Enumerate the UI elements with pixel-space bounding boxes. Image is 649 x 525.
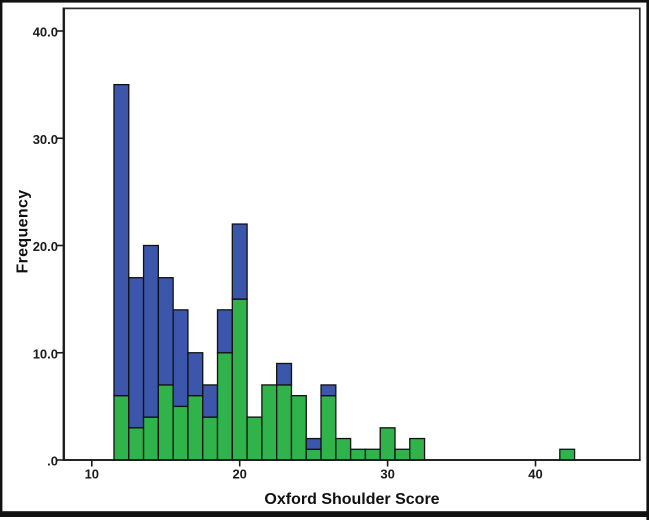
svg-text:Frequency: Frequency xyxy=(15,189,32,273)
svg-text:30: 30 xyxy=(380,467,394,482)
svg-text:10.0: 10.0 xyxy=(33,346,58,361)
svg-text:20: 20 xyxy=(232,467,246,482)
svg-text:10: 10 xyxy=(85,467,99,482)
svg-text:.0: .0 xyxy=(47,454,58,469)
svg-text:30.0: 30.0 xyxy=(33,132,58,147)
svg-text:20.0: 20.0 xyxy=(33,239,58,254)
svg-text:40: 40 xyxy=(528,467,542,482)
svg-text:Oxford Shoulder Score: Oxford Shoulder Score xyxy=(264,491,439,508)
svg-text:40.0: 40.0 xyxy=(33,25,58,40)
